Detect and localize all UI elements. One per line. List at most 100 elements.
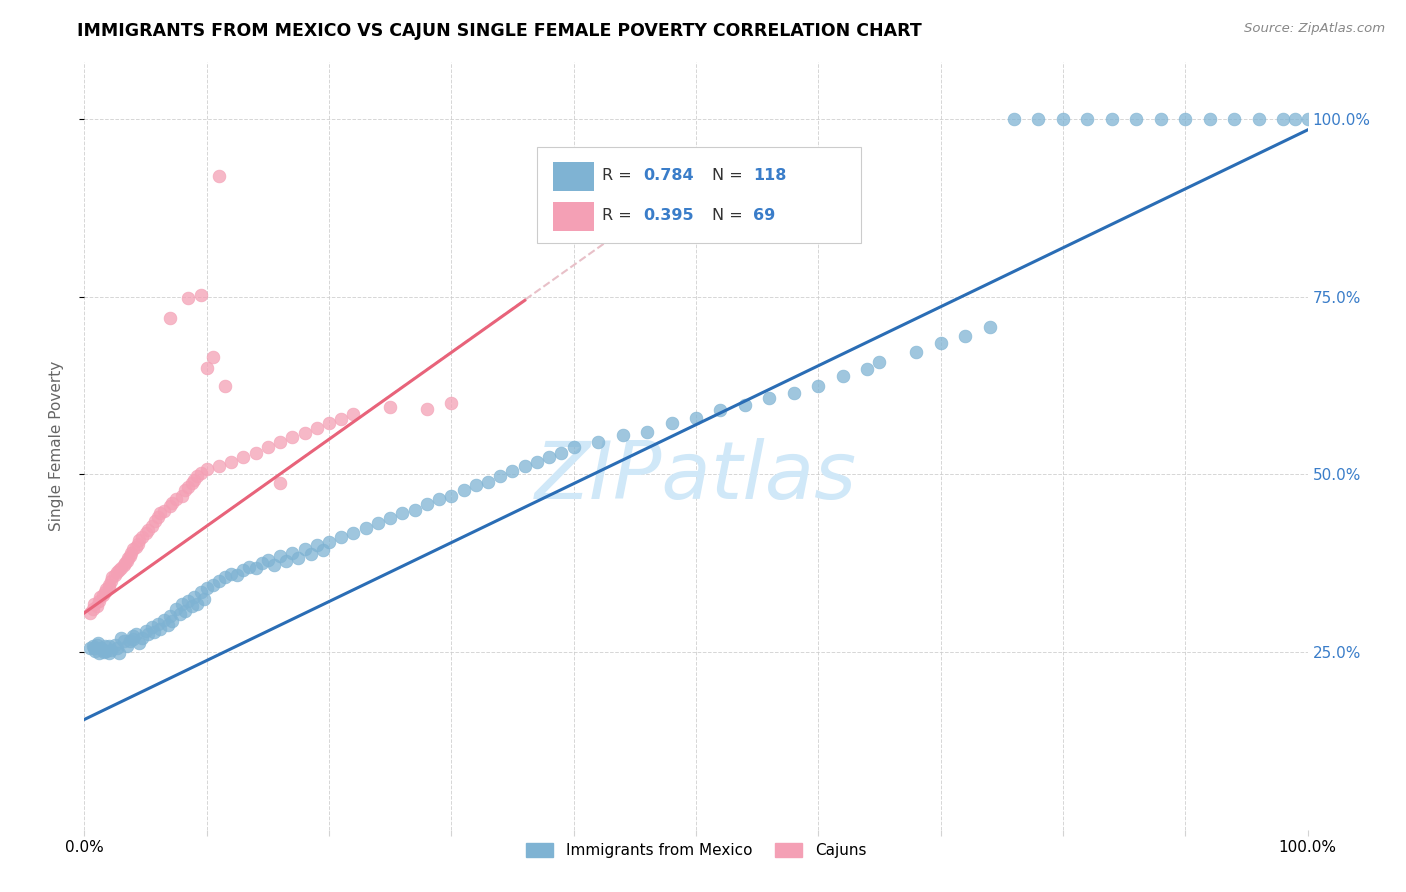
- Point: [538, 450, 561, 464]
- Point: [367, 516, 389, 530]
- Point: [177, 291, 200, 305]
- Point: [416, 497, 439, 511]
- Point: [214, 570, 236, 584]
- Point: [114, 556, 136, 570]
- Point: [404, 503, 426, 517]
- Point: [156, 618, 179, 632]
- Point: [294, 541, 316, 556]
- Point: [153, 504, 176, 518]
- Point: [131, 530, 153, 544]
- Point: [162, 496, 184, 510]
- Point: [159, 311, 181, 326]
- Point: [100, 574, 122, 588]
- FancyBboxPatch shape: [537, 147, 860, 243]
- Point: [427, 492, 450, 507]
- Point: [1052, 112, 1074, 127]
- Point: [318, 417, 340, 431]
- Point: [245, 446, 267, 460]
- Point: [165, 602, 187, 616]
- Point: [115, 554, 138, 568]
- Point: [91, 588, 114, 602]
- Point: [118, 634, 141, 648]
- Legend: Immigrants from Mexico, Cajuns: Immigrants from Mexico, Cajuns: [520, 837, 872, 864]
- Point: [245, 561, 267, 575]
- Point: [107, 647, 129, 661]
- Point: [104, 568, 127, 582]
- Point: [159, 609, 181, 624]
- Point: [1284, 112, 1306, 127]
- Point: [685, 410, 707, 425]
- Point: [186, 468, 208, 483]
- Point: [100, 643, 122, 657]
- Point: [734, 398, 756, 412]
- Point: [173, 483, 195, 497]
- Point: [82, 640, 104, 654]
- Point: [380, 400, 402, 414]
- Point: [1125, 112, 1147, 127]
- Point: [112, 634, 135, 648]
- Point: [193, 591, 215, 606]
- Point: [190, 288, 212, 302]
- Point: [526, 455, 548, 469]
- Point: [195, 360, 218, 375]
- Point: [177, 480, 200, 494]
- Point: [586, 435, 609, 450]
- Point: [636, 425, 658, 439]
- Point: [181, 475, 204, 490]
- Point: [342, 525, 364, 540]
- Point: [299, 547, 322, 561]
- Point: [97, 580, 120, 594]
- Text: R =: R =: [602, 168, 637, 183]
- Point: [612, 428, 634, 442]
- Point: [477, 475, 499, 489]
- Point: [83, 597, 105, 611]
- Point: [165, 492, 187, 507]
- Point: [186, 597, 208, 611]
- Point: [269, 475, 291, 490]
- Point: [84, 643, 107, 657]
- Point: [169, 607, 191, 622]
- Point: [238, 559, 260, 574]
- Point: [86, 638, 108, 652]
- Point: [287, 551, 309, 566]
- Point: [342, 407, 364, 421]
- Point: [783, 385, 806, 400]
- Point: [122, 632, 145, 647]
- Point: [172, 489, 194, 503]
- Point: [79, 641, 101, 656]
- Point: [489, 468, 512, 483]
- Text: 118: 118: [754, 168, 787, 183]
- Point: [1150, 112, 1173, 127]
- Point: [181, 599, 204, 613]
- Text: Source: ZipAtlas.com: Source: ZipAtlas.com: [1244, 22, 1385, 36]
- Point: [1272, 112, 1295, 127]
- Point: [208, 169, 231, 183]
- Point: [1198, 112, 1220, 127]
- Point: [159, 500, 181, 514]
- Point: [464, 478, 486, 492]
- Point: [91, 643, 114, 657]
- Point: [105, 566, 128, 580]
- Point: [453, 483, 475, 497]
- Point: [232, 563, 254, 577]
- Point: [257, 441, 280, 455]
- Point: [1223, 112, 1246, 127]
- Point: [183, 590, 205, 604]
- Point: [127, 537, 149, 551]
- Point: [141, 518, 163, 533]
- Point: [318, 535, 340, 549]
- Point: [281, 430, 304, 444]
- Point: [83, 640, 105, 655]
- Point: [86, 599, 108, 613]
- Point: [120, 545, 142, 559]
- Point: [101, 570, 124, 584]
- Point: [153, 613, 176, 627]
- Point: [190, 584, 212, 599]
- Point: [110, 631, 132, 645]
- Point: [94, 584, 117, 599]
- Point: [190, 466, 212, 480]
- Text: N =: N =: [711, 168, 748, 183]
- Point: [929, 336, 952, 351]
- Text: N =: N =: [711, 209, 748, 223]
- FancyBboxPatch shape: [553, 202, 595, 231]
